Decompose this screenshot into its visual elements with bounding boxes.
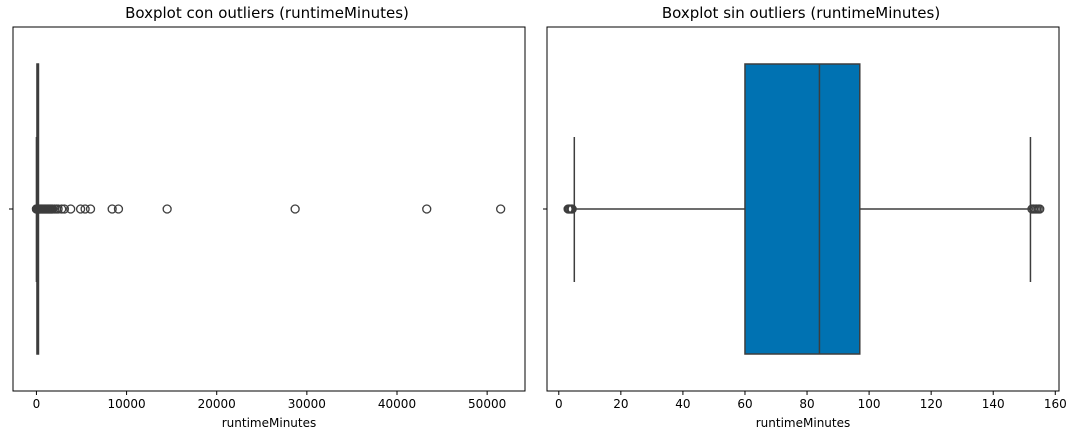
outlier-point (107, 204, 117, 214)
outlier-point (53, 204, 63, 214)
chart-panel-with-outliers: Boxplot con outliers (runtimeMinutes) 0 1… (9, 4, 526, 430)
chart-title: Boxplot con outliers (runtimeMinutes) (125, 4, 409, 22)
outlier-point (59, 204, 70, 214)
x-tick-label: 120 (920, 397, 943, 411)
outlier-point (496, 204, 506, 214)
outlier-point (162, 204, 172, 214)
iqr-box (744, 63, 861, 355)
x-tick-label: 100 (858, 397, 881, 411)
outlier-point (1035, 204, 1045, 214)
plot-area: 0 20 40 60 80 100 120 140 160 runtimeMinutes (543, 26, 1067, 430)
outlier-point (113, 204, 124, 214)
x-tick-label: 0 (555, 397, 563, 411)
x-tick-label: 160 (1044, 397, 1067, 411)
plot-area: 0 10000 20000 30000 40000 50000 runtimeMinutes (9, 26, 526, 430)
outlier-point (57, 204, 67, 214)
x-tick-label: 0 (33, 397, 41, 411)
x-tick-label: 40000 (378, 397, 416, 411)
boxplot-with-outliers: 0 10000 20000 30000 40000 50000 runtimeMinutes (9, 26, 526, 430)
outlier-point (85, 204, 96, 214)
outlier-point (66, 204, 76, 214)
x-tick-label: 40 (675, 397, 690, 411)
outlier-point (567, 204, 577, 214)
x-tick-label: 20000 (198, 397, 236, 411)
outlier-point (422, 204, 432, 214)
chart-title: Boxplot sin outliers (runtimeMinutes) (661, 4, 941, 22)
x-tick-label: 140 (982, 397, 1005, 411)
x-axis-label: runtimeMinutes (756, 416, 851, 430)
x-tick-label: 10000 (107, 397, 145, 411)
outlier-point (80, 204, 90, 214)
x-axis-label: runtimeMinutes (222, 416, 317, 430)
axes-frame (12, 26, 526, 392)
outlier-point (290, 204, 300, 214)
x-tick-label: 60 (737, 397, 752, 411)
x-tick-label: 20 (613, 397, 628, 411)
x-tick-label: 50000 (468, 397, 506, 411)
x-tick-label: 80 (799, 397, 814, 411)
outlier-point (75, 204, 86, 214)
chart-panel-without-outliers: Boxplot sin outliers (runtimeMinutes) 0 2… (534, 0, 1068, 437)
x-tick-label: 30000 (288, 397, 326, 411)
boxplot-without-outliers: 0 20 40 60 80 100 120 140 160 runtimeMinutes (543, 26, 1067, 430)
